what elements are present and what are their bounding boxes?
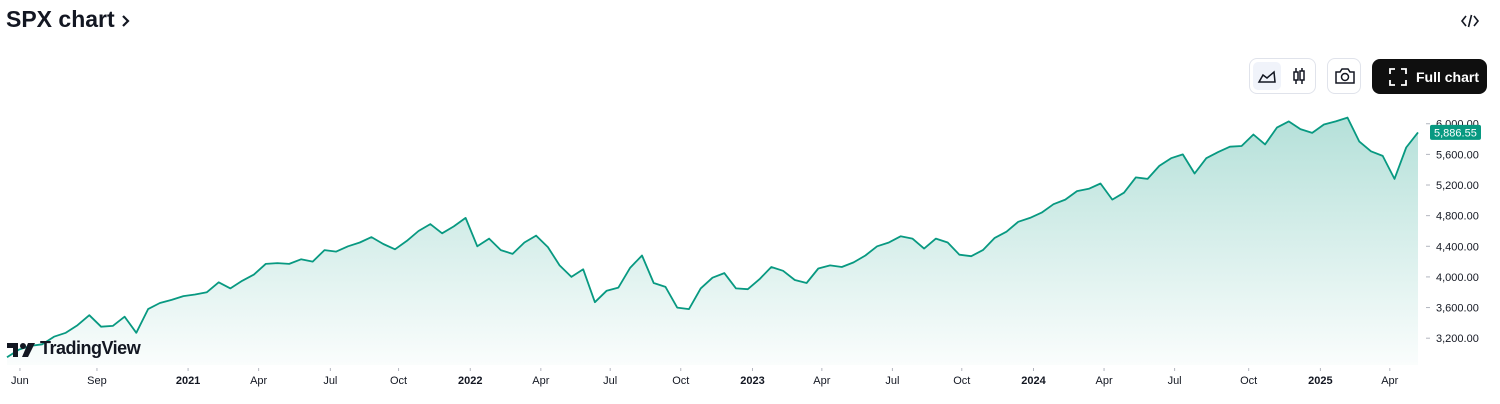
x-tick-label: Apr: [813, 375, 830, 387]
x-tick-label: Apr: [532, 375, 549, 387]
y-tick-label: 4,400.00: [1436, 241, 1479, 253]
watermark-text: TradingView: [40, 338, 141, 358]
candle-style-button[interactable]: [1285, 62, 1313, 90]
chevron: [122, 15, 130, 27]
x-tick-label: Apr: [250, 375, 267, 387]
snapshot-button[interactable]: [1327, 58, 1361, 94]
y-tick-label: 5,600.00: [1436, 149, 1479, 161]
camera-icon: [1335, 68, 1355, 84]
full-chart-label: Full chart: [1416, 68, 1480, 85]
y-tick-label: 4,800.00: [1436, 211, 1479, 223]
x-tick-label: 2022: [458, 375, 482, 387]
y-tick-label: 4,000.00: [1436, 272, 1479, 284]
x-tick-label: Apr: [1381, 375, 1398, 387]
x-tick-label: 2024: [1021, 375, 1046, 387]
price-line: [6, 116, 1419, 359]
last-price-box: [1430, 124, 1481, 140]
full-chart-button[interactable]: Full chart: [1372, 59, 1487, 94]
x-tick-label: Oct: [953, 375, 970, 387]
x-tick-label: Jun: [11, 375, 29, 387]
title: SPX chart: [6, 6, 115, 32]
x-tick-label: 2023: [740, 375, 764, 387]
x-tick-label: Jul: [1168, 375, 1182, 387]
area-style-button[interactable]: [1253, 62, 1281, 90]
x-tick-label: Apr: [1095, 375, 1112, 387]
x-tick-label: Oct: [390, 375, 407, 387]
header[interactable]: SPX chart: [6, 6, 131, 33]
x-tick-label: Jul: [603, 375, 617, 387]
x-tick-label: Jul: [323, 375, 337, 387]
x-tick-label: Sep: [87, 375, 107, 387]
x-tick-label: Oct: [672, 375, 689, 387]
watermark: TradingView: [6, 338, 141, 359]
y-tick-label: 3,600.00: [1436, 303, 1479, 315]
chart-style-group: [1249, 58, 1316, 94]
x-tick-label: Oct: [1240, 375, 1257, 387]
x-tick-label: 2025: [1308, 375, 1332, 387]
x-tick-label: 2021: [176, 375, 200, 387]
area-fill: [7, 117, 1418, 365]
y-tick-label: 5,200.00: [1436, 180, 1479, 192]
embed-icon[interactable]: [1460, 12, 1480, 30]
tv-logo: [7, 342, 35, 357]
y-tick-label: 3,200.00: [1436, 333, 1479, 345]
expand-icon: [1389, 67, 1407, 86]
y-tick-label: 6,000.00: [1436, 119, 1479, 131]
last-price-label: 5,886.55: [1434, 127, 1477, 139]
x-tick-label: Jul: [885, 375, 899, 387]
